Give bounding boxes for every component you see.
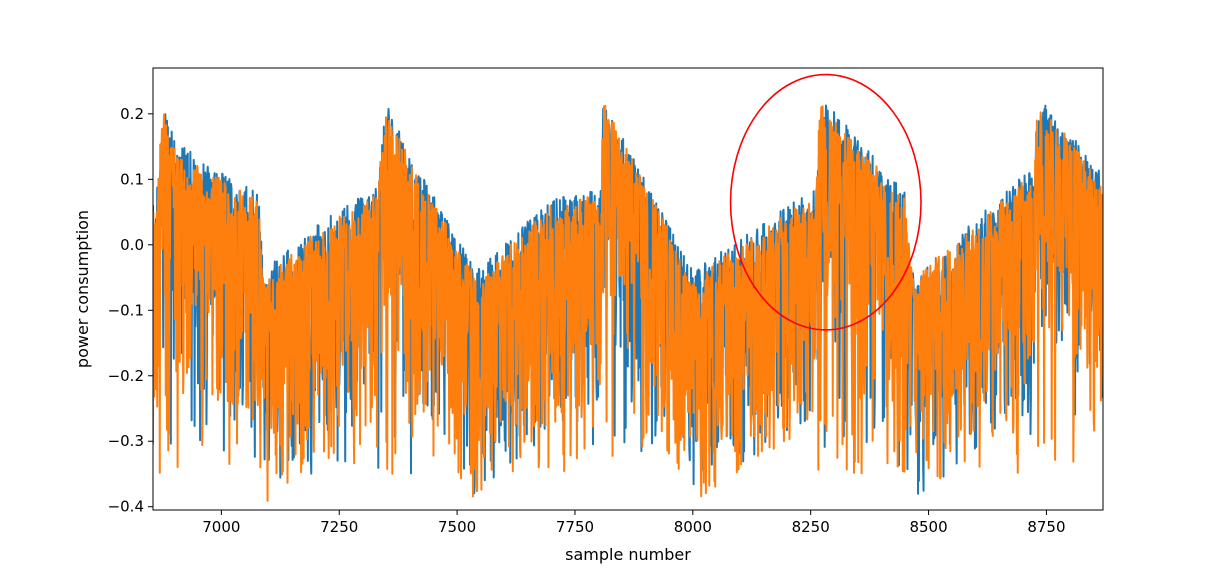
y-axis-label: power consumption: [73, 210, 92, 368]
x-tick-label: 8000: [674, 518, 712, 536]
y-tick-label: −0.2: [108, 367, 144, 385]
x-tick-label: 7000: [202, 518, 240, 536]
series-line-1: [153, 104, 1103, 495]
x-tick-label: 7500: [438, 518, 476, 536]
y-tick-label: −0.3: [108, 432, 144, 450]
y-tick-label: 0.1: [120, 170, 144, 188]
plot-area: [153, 73, 1103, 502]
plot-frame: [152, 67, 1104, 511]
y-tick-label: 0.2: [120, 105, 144, 123]
x-tick-label: 8250: [792, 518, 830, 536]
y-tick-label: −0.4: [108, 498, 144, 516]
x-axis-label: sample number: [565, 545, 691, 564]
series-lines: [153, 104, 1103, 502]
y-tick-label: −0.1: [108, 301, 144, 319]
x-tick-label: 7250: [320, 518, 358, 536]
highlight-ellipse-annotation: [729, 73, 922, 331]
axes-layer: 7000 7250 7500 7750 8000 8250 8500 8750 −0.4 −0.3…: [108, 67, 1104, 536]
x-tick-label: 8500: [909, 518, 947, 536]
series-line-2: [153, 104, 1103, 502]
y-tick-label: 0.0: [120, 236, 144, 254]
x-tick-label: 8750: [1027, 518, 1065, 536]
x-tick-label: 7750: [556, 518, 594, 536]
